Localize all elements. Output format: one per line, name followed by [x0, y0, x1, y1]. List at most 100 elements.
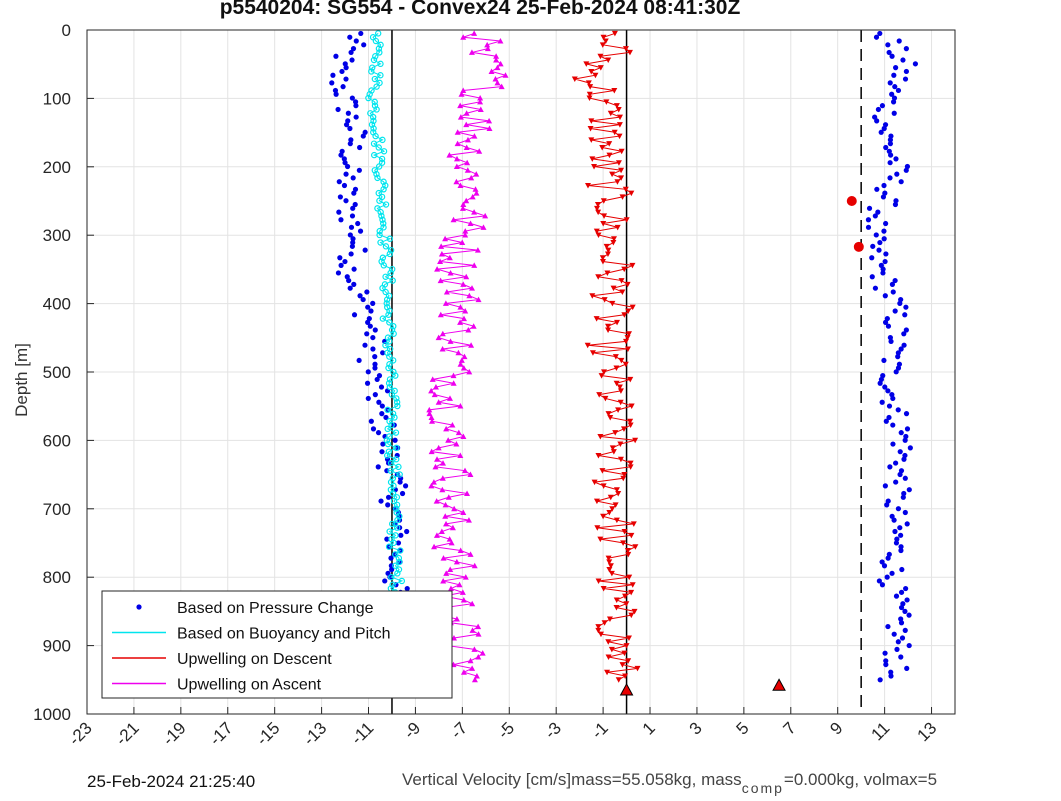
data-point	[350, 46, 357, 52]
data-point	[881, 228, 887, 234]
data-point	[619, 289, 626, 295]
data-point	[888, 152, 894, 158]
x-tick-label: 9	[826, 718, 846, 738]
data-point	[888, 338, 894, 345]
data-point	[389, 265, 396, 273]
data-point	[467, 471, 474, 477]
data-point	[385, 494, 392, 500]
data-point	[479, 650, 486, 656]
data-point	[460, 509, 467, 516]
data-point	[902, 608, 908, 614]
red-marker	[772, 678, 786, 691]
data-point	[597, 433, 604, 440]
data-point	[589, 350, 596, 356]
data-point	[874, 118, 880, 124]
data-point	[610, 449, 617, 455]
data-point	[903, 327, 909, 333]
data-point	[605, 411, 612, 417]
data-point	[608, 646, 615, 653]
data-point	[387, 269, 394, 277]
data-point	[464, 159, 471, 166]
data-point	[629, 304, 636, 311]
data-point	[392, 437, 398, 443]
data-point	[591, 163, 598, 170]
data-point	[345, 110, 351, 116]
data-point	[364, 331, 370, 337]
data-point	[907, 445, 913, 451]
data-point	[343, 198, 349, 204]
data-point	[450, 216, 457, 223]
data-point	[872, 213, 878, 219]
data-point	[397, 547, 404, 554]
data-point	[900, 57, 906, 63]
data-point	[893, 198, 899, 204]
red-marker	[853, 241, 864, 252]
data-point	[430, 479, 437, 485]
data-point	[617, 388, 624, 394]
x-tick-label: -17	[206, 718, 237, 749]
data-point	[365, 395, 371, 402]
data-point	[605, 57, 612, 64]
data-point	[463, 121, 470, 128]
data-point	[628, 589, 635, 596]
data-point	[372, 132, 379, 140]
data-point	[341, 182, 348, 189]
data-point	[379, 315, 387, 322]
data-point	[372, 53, 379, 60]
data-point	[435, 444, 442, 451]
data-point	[382, 342, 389, 349]
data-point	[464, 490, 471, 496]
data-point	[601, 297, 608, 303]
y-tick-label: 900	[43, 637, 71, 656]
data-point	[357, 144, 363, 151]
data-point	[465, 326, 472, 333]
data-point	[386, 376, 394, 383]
data-point	[609, 171, 616, 178]
data-point	[874, 186, 880, 192]
data-point	[376, 79, 383, 87]
data-point	[471, 133, 478, 139]
data-point	[383, 437, 391, 444]
data-point	[349, 213, 356, 219]
data-point	[612, 430, 619, 436]
data-point	[463, 144, 470, 150]
data-point	[618, 148, 625, 155]
data-point	[498, 83, 505, 90]
data-point	[615, 160, 622, 166]
data-point	[628, 532, 635, 539]
data-point	[337, 255, 343, 261]
data-point	[629, 582, 636, 588]
data-point	[371, 75, 379, 83]
x-tick-label: -3	[541, 718, 565, 742]
data-point	[463, 110, 470, 116]
data-point	[398, 532, 404, 538]
data-point	[869, 274, 875, 280]
data-point	[891, 72, 897, 78]
data-point	[621, 312, 628, 318]
data-point	[621, 266, 628, 273]
data-point	[453, 178, 460, 185]
data-point	[358, 30, 364, 37]
data-point	[891, 110, 897, 116]
data-point	[464, 167, 471, 173]
data-point	[902, 312, 908, 318]
data-point	[470, 323, 477, 329]
data-point	[618, 175, 625, 181]
data-point	[379, 449, 385, 455]
data-point	[428, 387, 435, 394]
data-point	[352, 201, 358, 208]
data-point	[390, 330, 397, 337]
data-point	[595, 274, 602, 280]
data-point	[376, 231, 383, 239]
data-point	[473, 171, 480, 177]
data-point	[462, 574, 469, 580]
data-point	[461, 353, 468, 360]
data-point	[886, 49, 892, 56]
data-point	[389, 277, 396, 284]
data-point	[620, 540, 627, 546]
data-point	[624, 548, 631, 554]
data-point	[393, 501, 401, 509]
data-point	[903, 304, 909, 310]
data-point	[594, 202, 601, 208]
data-point	[610, 236, 617, 242]
